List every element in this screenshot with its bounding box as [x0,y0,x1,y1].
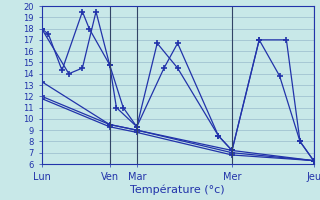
X-axis label: Température (°c): Température (°c) [130,184,225,195]
